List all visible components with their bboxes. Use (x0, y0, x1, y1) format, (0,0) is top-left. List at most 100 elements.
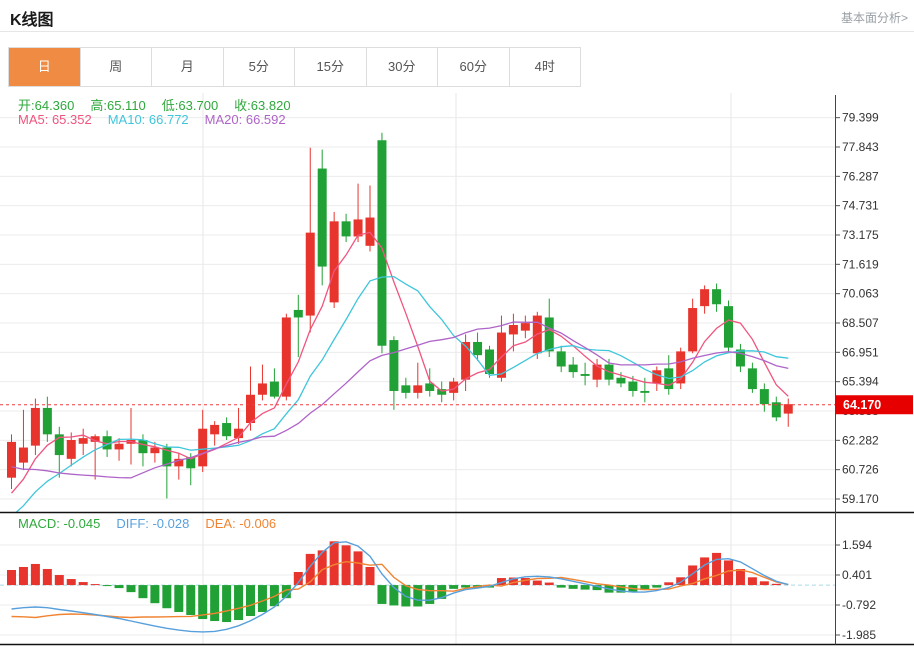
macd-bar (18, 566, 28, 586)
macd-bar (449, 585, 459, 589)
candle-body (616, 377, 626, 384)
candle-body (102, 436, 112, 450)
price-axis-label: 62.282 (842, 433, 879, 447)
tab-month[interactable]: 月 (152, 48, 224, 86)
macd-bar (30, 563, 40, 586)
diff-value: DIFF: -0.028 (116, 516, 190, 531)
candle-body (150, 447, 160, 454)
dea-value: DEA: -0.006 (205, 516, 277, 531)
ma20-value: MA20: 66.592 (204, 112, 286, 127)
macd-bar (150, 585, 160, 604)
price-axis-label: 79.399 (842, 111, 879, 125)
macd-bar (293, 572, 303, 586)
high-value: 高:65.110 (90, 98, 146, 113)
candle-body (66, 439, 76, 459)
price-axis-label: 73.175 (842, 228, 879, 242)
macd-bar (520, 578, 530, 586)
price-axis-label: 71.619 (842, 257, 879, 271)
candle-body (700, 289, 710, 307)
candle-body (174, 458, 184, 467)
macd-axis-label: -0.792 (842, 598, 876, 612)
candle-body (162, 447, 172, 467)
candle-body (257, 383, 267, 395)
macd-bar (78, 582, 88, 586)
dea-line (11, 560, 789, 619)
macd-bar (724, 560, 733, 586)
macd-bar (377, 585, 387, 604)
macd-bar (246, 585, 255, 617)
macd-bar (234, 585, 244, 621)
candle-body (222, 423, 232, 437)
candle-body (114, 443, 124, 450)
candle-body (592, 364, 602, 380)
candle-body (317, 168, 327, 267)
candle-body (520, 323, 530, 331)
candle-body (425, 383, 435, 391)
candle-body (676, 351, 686, 384)
macd-bar (365, 566, 375, 586)
macd-bar (461, 585, 471, 588)
candle-body (7, 441, 16, 478)
macd-bar (126, 585, 136, 593)
candle-body (688, 308, 698, 352)
candle-body (377, 140, 387, 346)
macd-bar (174, 585, 184, 612)
fundamental-analysis-link[interactable]: 基本面分析> (840, 11, 908, 25)
macd-bar (353, 551, 363, 586)
candle-body (652, 370, 662, 384)
macd-axis-label: 1.594 (842, 538, 872, 552)
tab-5min[interactable]: 5分 (223, 48, 295, 86)
ma-legend: MA5: 65.352 MA10: 66.772 MA20: 66.592 (18, 112, 302, 127)
candle-body (461, 341, 471, 380)
macd-lines (11, 541, 789, 633)
ohlc-legend: 开:64.360 高:65.110 低:63.700 收:63.820 (18, 95, 307, 114)
candlesticks (7, 132, 793, 499)
candle-body (783, 404, 793, 414)
candle-body (42, 407, 52, 435)
price-axis-label: 66.951 (842, 345, 879, 359)
tab-week[interactable]: 周 (80, 48, 152, 86)
page-title: K线图 (10, 12, 54, 29)
tab-15min[interactable]: 15分 (295, 48, 367, 86)
candle-body (353, 219, 363, 237)
macd-bar (317, 550, 327, 586)
candle-body (234, 428, 244, 439)
macd-bar (222, 585, 232, 623)
macd-value: MACD: -0.045 (18, 516, 101, 531)
candle-body (508, 325, 518, 335)
macd-bar (712, 552, 722, 586)
candle-body (341, 221, 351, 237)
last-price-badge-text: 64.170 (843, 398, 881, 412)
price-axis-label: 76.287 (842, 169, 879, 183)
candle-body (544, 317, 554, 352)
last-price-badge (836, 395, 913, 415)
macd-bar (664, 582, 674, 586)
candle-body (735, 349, 745, 367)
header-divider (0, 31, 914, 32)
macd-bar (735, 568, 745, 586)
candle-body (485, 349, 494, 375)
candle-body (712, 289, 722, 305)
candle-body (496, 332, 506, 378)
candle-body (449, 381, 459, 393)
tab-day[interactable]: 日 (9, 48, 81, 86)
candle-body (556, 351, 566, 367)
macd-bar (66, 579, 76, 586)
macd-bar (305, 553, 315, 586)
candle-body (138, 439, 148, 454)
price-axis-label: 68.507 (842, 316, 879, 330)
macd-bar (437, 585, 447, 599)
macd-bar (652, 585, 662, 588)
candle-body (54, 434, 64, 456)
candle-body (724, 306, 733, 348)
macd-bar (281, 585, 291, 599)
tab-60min[interactable]: 60分 (438, 48, 510, 86)
ma5-line (11, 231, 789, 494)
tab-30min[interactable]: 30分 (366, 48, 438, 86)
ma10-line (14, 275, 789, 513)
price-axis-label: 65.394 (842, 375, 879, 389)
tab-4hour[interactable]: 4时 (509, 48, 580, 86)
macd-bar (568, 585, 578, 589)
macd-bar (771, 583, 781, 586)
